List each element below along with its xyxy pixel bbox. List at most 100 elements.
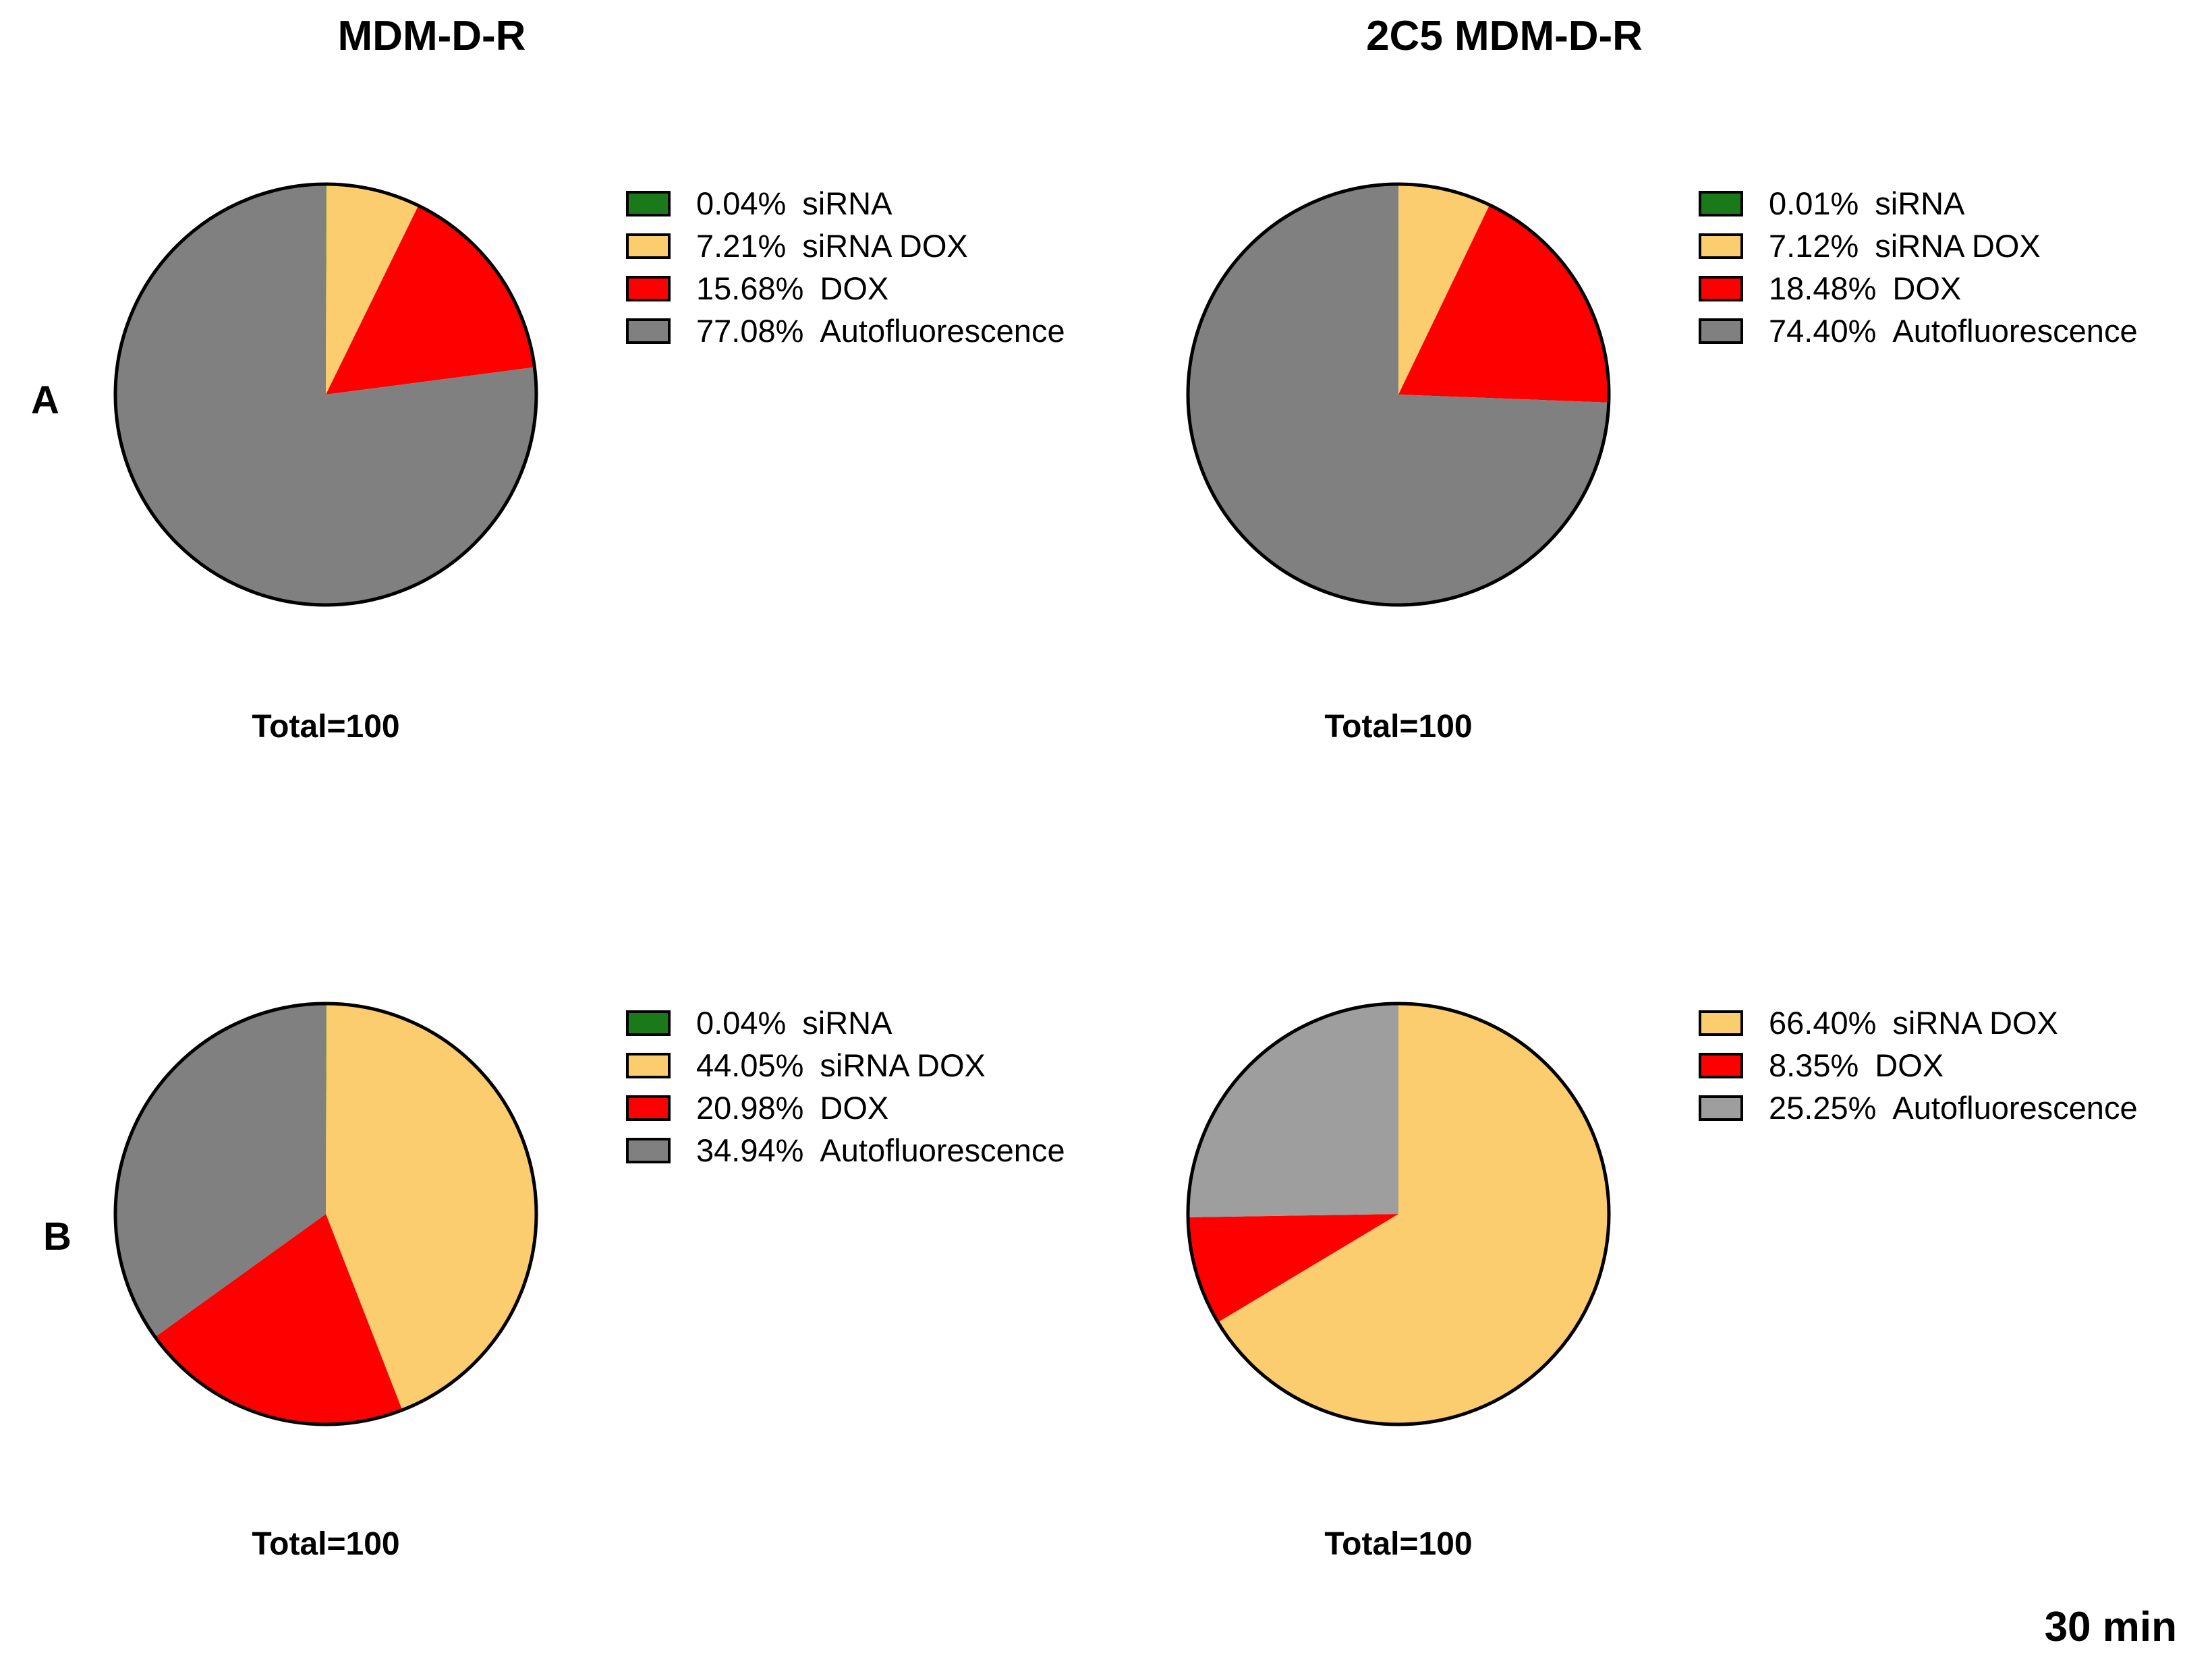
pie-chart-a-left [113,182,538,607]
legend-swatch [626,190,671,216]
legend-label: Autofluorescence [820,1132,1065,1168]
legend-item: 77.08% Autofluorescence [626,310,1065,352]
pie-outline [1186,182,1611,607]
legend-item: 8.35% DOX [1699,1044,2138,1087]
legend-b-right: 66.40% siRNA DOX 8.35% DOX 25.25% Autofluores… [1699,1002,2138,1129]
legend-item: 0.01% siRNA [1699,182,2138,225]
legend-label: Autofluorescence [1892,1090,2138,1126]
total-label-b-right: Total=100 [1324,1526,1473,1562]
column-title-right: 2C5 MDM-D-R [1366,13,1643,59]
legend-swatch [1699,1010,1743,1036]
legend-text: 0.04% siRNA [696,185,892,222]
legend-item: 34.94% Autofluorescence [626,1129,1065,1171]
legend-label: siRNA DOX [802,228,968,264]
legend-label: siRNA DOX [1875,228,2041,264]
legend-text: 0.04% siRNA [696,1004,892,1041]
legend-text: 74.40% Autofluorescence [1769,312,2138,349]
legend-swatch [626,318,671,344]
pie-slice-autofluorescence [1188,184,1609,605]
legend-swatch [1699,190,1743,216]
legend-text: 7.12% siRNA DOX [1769,227,2041,264]
legend-swatch [626,275,671,301]
total-label-a-left: Total=100 [252,709,400,745]
pie-slice-sirna-dox [1398,184,1490,395]
legend-swatch [626,1052,671,1078]
legend-label: Autofluorescence [1892,313,2138,349]
legend-percent: 7.21% [696,228,787,264]
legend-text: 20.98% DOX [696,1089,888,1126]
legend-item: 7.12% siRNA DOX [1699,225,2138,267]
legend-swatch [1699,1052,1743,1078]
legend-swatch [626,233,671,259]
legend-text: 34.94% Autofluorescence [696,1132,1065,1169]
legend-item: 66.40% siRNA DOX [1699,1002,2138,1044]
legend-percent: 15.68% [696,270,804,306]
legend-swatch [1699,1095,1743,1121]
legend-label: siRNA [802,1005,892,1041]
legend-label: DOX [820,1090,889,1126]
legend-label: DOX [820,270,889,306]
legend-item: 74.40% Autofluorescence [1699,310,2138,352]
legend-label: siRNA DOX [1892,1005,2058,1041]
legend-swatch [1699,233,1743,259]
legend-percent: 7.12% [1769,228,1859,264]
legend-label: siRNA [1875,185,1965,221]
legend-text: 44.05% siRNA DOX [696,1047,986,1084]
pie-slice-sirna [326,184,327,395]
legend-a-right: 0.01% siRNA 7.12% siRNA DOX 18.48% DOX 74.40% A… [1699,182,2138,352]
legend-percent: 25.25% [1769,1090,1877,1126]
legend-item: 15.68% DOX [626,267,1065,310]
legend-item: 25.25% Autofluorescence [1699,1087,2138,1129]
legend-percent: 34.94% [696,1132,804,1168]
legend-percent: 77.08% [696,313,804,349]
legend-label: DOX [1875,1047,1944,1083]
legend-text: 0.01% siRNA [1769,185,1964,222]
legend-text: 8.35% DOX [1769,1047,1944,1084]
pie-slice-sirna [326,1004,327,1214]
pie-slice-autofluorescence [1188,1004,1398,1217]
legend-swatch [626,1095,671,1121]
legend-swatch [626,1010,671,1036]
legend-text: 66.40% siRNA DOX [1769,1004,2058,1041]
row-label-a: A [31,378,59,422]
legend-label: Autofluorescence [820,313,1065,349]
pie-slice-dox [326,205,535,395]
legend-percent: 18.48% [1769,270,1877,306]
legend-text: 15.68% DOX [696,270,888,307]
legend-percent: 66.40% [1769,1005,1877,1041]
pie-slice-sirna-dox [326,1004,536,1410]
legend-percent: 8.35% [1769,1047,1859,1083]
total-label-a-right: Total=100 [1324,709,1473,745]
legend-item: 44.05% siRNA DOX [626,1044,1065,1087]
legend-text: 18.48% DOX [1769,270,1961,307]
pie-slice-dox [154,1214,403,1424]
legend-swatch [1699,275,1743,301]
legend-percent: 0.01% [1769,185,1859,221]
pie-outline [1186,1002,1611,1426]
pie-chart-a-right [1186,182,1611,607]
total-label-b-left: Total=100 [252,1526,400,1562]
legend-percent: 44.05% [696,1047,804,1083]
pie-slice-autofluorescence [115,184,536,605]
legend-text: 7.21% siRNA DOX [696,227,968,264]
pie-outline [113,182,538,607]
legend-percent: 0.04% [696,1005,787,1041]
pie-slice-sirna-dox [1218,1004,1609,1424]
legend-a-left: 0.04% siRNA 7.21% siRNA DOX 15.68% DOX 77.08% A… [626,182,1065,352]
column-title-left: MDM-D-R [337,13,526,59]
legend-swatch [1699,318,1743,344]
legend-item: 18.48% DOX [1699,267,2138,310]
legend-percent: 0.04% [696,185,787,221]
legend-percent: 20.98% [696,1090,804,1126]
legend-item: 0.04% siRNA [626,1002,1065,1044]
pie-chart-b-left [113,1002,538,1426]
legend-label: siRNA DOX [820,1047,986,1083]
legend-b-left: 0.04% siRNA 44.05% siRNA DOX 20.98% DOX 34.94%… [626,1002,1065,1171]
time-label: 30 min [2044,1604,2177,1650]
legend-item: 7.21% siRNA DOX [626,225,1065,267]
pie-chart-b-right [1186,1002,1611,1426]
row-label-b: B [43,1215,72,1258]
legend-swatch [626,1137,671,1163]
pie-slice-sirna-dox [326,184,419,395]
pie-slice-autofluorescence [115,1004,326,1337]
